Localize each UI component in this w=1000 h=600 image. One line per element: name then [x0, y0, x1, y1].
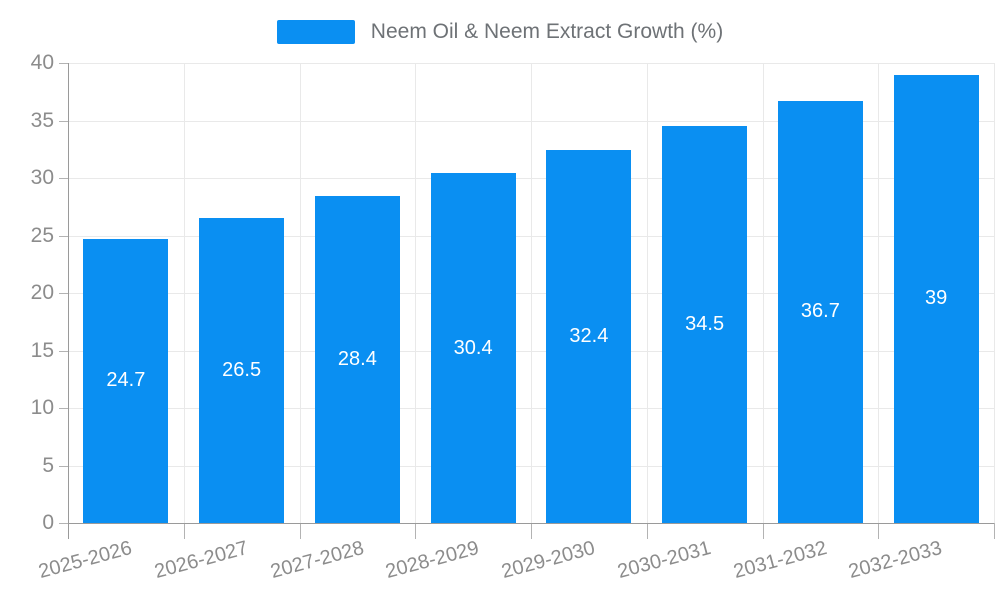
y-axis-tick-label: 25	[30, 223, 54, 247]
x-axis-category-label: 2026-2027	[152, 537, 251, 584]
bar-2032-2033[interactable]: 39	[893, 74, 979, 523]
x-axis-tick	[994, 523, 995, 539]
x-gridline	[299, 63, 301, 523]
y-axis-tick	[59, 178, 68, 179]
y-axis-line	[68, 63, 69, 539]
bar-2031-2032[interactable]: 36.7	[777, 100, 863, 523]
x-axis-category-label: 2028-2029	[383, 537, 482, 584]
x-axis-category-label: 2027-2028	[267, 537, 367, 584]
legend-swatch	[276, 20, 355, 44]
x-axis-line	[68, 523, 994, 524]
bar-2030-2031[interactable]: 34.5	[662, 126, 748, 523]
bar-2028-2029[interactable]: 30.4	[430, 173, 516, 523]
x-gridline	[646, 63, 648, 523]
bar-value-label: 36.7	[800, 300, 840, 323]
bar-2027-2028[interactable]: 28.4	[314, 196, 400, 523]
legend-item-neem-growth[interactable]: Neem Oil & Neem Extract Growth (%)	[276, 20, 724, 44]
y-axis-tick-label: 5	[42, 453, 54, 477]
x-axis-tick	[299, 523, 301, 539]
x-gridline	[994, 63, 995, 523]
legend-label: Neem Oil & Neem Extract Growth (%)	[370, 20, 724, 43]
y-axis-tick	[59, 465, 68, 467]
bar-2025-2026[interactable]: 24.7	[83, 238, 169, 523]
x-gridline	[762, 63, 764, 523]
x-axis-category-label: 2032-2033	[846, 537, 945, 584]
y-axis-tick-label: 0	[42, 511, 54, 534]
bar-value-label: 30.4	[453, 336, 493, 359]
bar-value-label: 34.5	[685, 313, 725, 336]
y-axis-tick-label: 30	[30, 166, 54, 189]
x-axis-tick	[878, 523, 880, 539]
y-axis-tick-label: 15	[30, 338, 54, 362]
y-axis-tick	[59, 120, 68, 122]
y-axis-tick	[59, 523, 68, 524]
x-axis-tick	[646, 523, 648, 539]
x-axis-category-label: 2025-2026	[36, 537, 135, 584]
x-gridline	[183, 63, 185, 523]
x-axis-category-label: 2030-2031	[615, 537, 714, 584]
x-axis-category-label: 2031-2032	[730, 537, 830, 584]
y-axis-tick-label: 20	[30, 281, 54, 304]
y-axis-tick	[59, 63, 68, 64]
bar-value-label: 28.4	[337, 348, 377, 371]
y-axis-tick	[59, 350, 68, 352]
x-axis-tick	[183, 523, 185, 539]
bar-value-label: 24.7	[106, 369, 146, 392]
bar-value-label: 26.5	[222, 359, 262, 382]
x-gridline	[878, 63, 880, 523]
x-axis-tick	[762, 523, 764, 539]
y-axis-tick-label: 10	[30, 396, 54, 419]
y-axis-tick-label: 35	[30, 108, 54, 132]
x-gridline	[415, 63, 417, 523]
bar-value-label: 39	[925, 287, 948, 310]
x-axis-tick	[531, 523, 532, 539]
x-axis-tick	[415, 523, 417, 539]
x-axis-category-label: 2029-2030	[499, 537, 598, 584]
x-gridline	[531, 63, 532, 523]
y-axis-tick-label: 40	[30, 51, 54, 74]
y-axis-tick	[59, 408, 68, 409]
y-axis-tick	[59, 235, 68, 237]
bar-2026-2027[interactable]: 26.5	[199, 218, 285, 523]
y-axis-tick	[59, 293, 68, 294]
bar-2029-2030[interactable]: 32.4	[546, 150, 632, 523]
bar-value-label: 32.4	[569, 325, 609, 348]
chart-legend: Neem Oil & Neem Extract Growth (%)	[0, 20, 1000, 44]
